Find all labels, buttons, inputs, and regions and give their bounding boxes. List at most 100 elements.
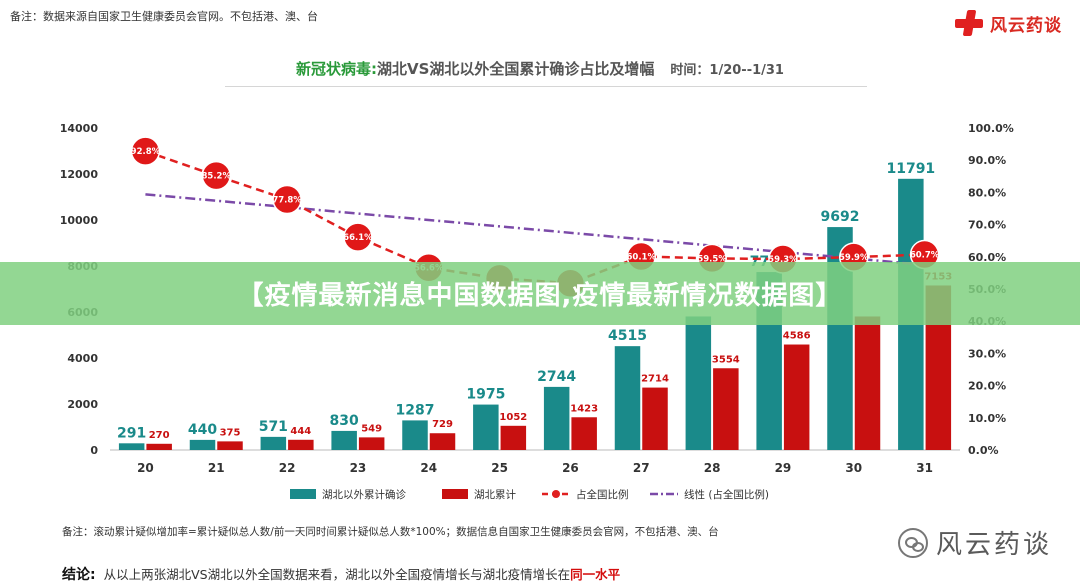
ratio-label: 66.1% — [343, 233, 373, 243]
y-left-tick-label: 2000 — [67, 398, 98, 411]
bar-outside-hubei — [614, 346, 641, 450]
bar-hubei — [854, 316, 881, 450]
watermark-text: 风云药谈 — [935, 530, 1052, 560]
legend-label-outside-hubei: 湖北以外累计确诊 — [322, 488, 406, 501]
trend-line — [145, 193, 925, 267]
bar-outside-hubei — [543, 386, 570, 450]
bar-hubei — [146, 443, 172, 450]
ratio-label: 59.9% — [839, 253, 869, 263]
title-divider — [225, 86, 867, 87]
x-tick-label: 26 — [562, 461, 579, 475]
source-note: 备注：数据来源自国家卫生健康委员会官网。不包括港、澳、台 — [10, 10, 318, 23]
x-tick-label: 25 — [491, 461, 508, 475]
x-tick-label: 22 — [279, 461, 296, 475]
bar-hubei — [288, 439, 314, 450]
ratio-label: 92.8% — [131, 147, 161, 157]
x-tick-label: 28 — [704, 461, 721, 475]
footnote: 备注：滚动累计疑似增加率=累计疑似总人数/前一天同时间累计疑似总人数*100%；… — [62, 526, 719, 538]
bar-outside-hubei — [118, 443, 145, 450]
bar-outside-hubei — [260, 436, 287, 450]
legend-swatch-outside-hubei — [290, 489, 316, 499]
y-left-tick-label: 0 — [90, 444, 98, 457]
bar-outside-hubei-label: 2744 — [537, 369, 576, 385]
bar-hubei-label: 729 — [432, 419, 453, 430]
bar-hubei — [642, 387, 668, 450]
red-cross-icon — [954, 8, 984, 38]
banner-text: 【疫情最新消息中国数据图,疫情最新情况数据图】 — [237, 281, 843, 311]
y-left-tick-label: 14000 — [60, 122, 99, 135]
chart-canvas: 020004000600080001000012000140000.0%10.0… — [60, 122, 1014, 501]
x-tick-label: 31 — [916, 461, 933, 475]
x-tick-label: 20 — [137, 461, 154, 475]
bar-hubei — [571, 417, 597, 450]
bar-hubei-label: 4586 — [783, 331, 811, 342]
bar-outside-hubei-label: 4515 — [608, 328, 647, 344]
bar-hubei — [713, 368, 739, 450]
legend-label-trend: 线性 (占全国比例) — [684, 488, 769, 501]
y-right-tick-label: 30.0% — [968, 347, 1006, 360]
bar-outside-hubei-label: 440 — [188, 422, 217, 438]
bar-hubei-label: 3554 — [712, 354, 740, 365]
ratio-label: 60.7% — [910, 251, 940, 261]
bar-outside-hubei-label: 9692 — [821, 209, 860, 225]
conclusion-text: 从以上两张湖北VS湖北以外全国数据来看，湖北以外全国疫情增长与湖北疫情增长在 — [103, 567, 571, 582]
ratio-marker — [201, 160, 231, 191]
legend-swatch-hubei — [442, 489, 468, 499]
y-right-tick-label: 80.0% — [968, 186, 1006, 199]
chart-title: 新冠状病毒:湖北VS湖北以外全国累计确诊占比及增幅 时间：1/20--1/31 — [0, 58, 1080, 79]
bar-hubei-label: 2714 — [641, 374, 669, 385]
bar-hubei — [783, 344, 810, 450]
bar-outside-hubei-label: 1975 — [466, 387, 505, 403]
bar-outside-hubei-label: 571 — [259, 419, 288, 435]
brand-logo: 风云药谈 — [954, 8, 1062, 38]
ratio-marker — [343, 222, 373, 252]
bar-outside-hubei — [402, 420, 428, 450]
legend-marker-ratio — [552, 490, 560, 498]
wechat-icon — [897, 527, 928, 558]
conclusion: 结论: 从以上两张湖北VS湖北以外全国数据来看，湖北以外全国疫情增长与湖北疫情增长… — [62, 564, 620, 584]
conclusion-highlight: 同一水平 — [570, 567, 621, 582]
x-tick-label: 27 — [633, 461, 650, 475]
bar-hubei — [358, 437, 385, 450]
y-right-tick-label: 10.0% — [968, 412, 1006, 425]
bar-hubei-label: 1052 — [499, 412, 527, 423]
bar-hubei — [500, 425, 527, 450]
bar-hubei-label: 270 — [149, 430, 170, 441]
y-right-tick-label: 70.0% — [968, 219, 1006, 232]
bar-outside-hubei-label: 1287 — [396, 402, 435, 418]
bar-outside-hubei — [331, 430, 357, 450]
bar-hubei-label: 1423 — [570, 403, 598, 414]
bar-hubei — [217, 441, 243, 450]
x-tick-label: 24 — [420, 461, 437, 475]
chart-title-prefix: 新冠状病毒: — [296, 60, 377, 78]
x-tick-label: 30 — [845, 461, 862, 475]
bar-outside-hubei-label: 830 — [330, 413, 359, 429]
ratio-label: 60.1% — [627, 252, 657, 262]
wechat-watermark: 风云药谈 — [897, 524, 1052, 561]
bar-outside-hubei — [685, 316, 712, 450]
x-tick-label: 29 — [775, 461, 792, 475]
x-tick-label: 21 — [208, 461, 225, 475]
ratio-label: 77.8% — [272, 195, 302, 205]
y-left-tick-label: 10000 — [60, 214, 99, 227]
brand-name: 风云药谈 — [990, 15, 1062, 36]
y-left-tick-label: 4000 — [67, 352, 98, 365]
chart-time-range: 时间：1/20--1/31 — [670, 63, 784, 78]
y-right-tick-label: 20.0% — [968, 380, 1006, 393]
bar-outside-hubei — [189, 439, 216, 450]
bar-hubei-label: 444 — [290, 426, 311, 437]
y-right-tick-label: 100.0% — [968, 122, 1014, 135]
legend-label-ratio: 占全国比例 — [576, 488, 629, 501]
ratio-label: 59.3% — [768, 255, 798, 265]
conclusion-label: 结论: — [62, 567, 96, 583]
bar-outside-hubei-label: 11791 — [886, 161, 935, 177]
overlay-banner: 【疫情最新消息中国数据图,疫情最新情况数据图】 — [0, 262, 1080, 325]
y-left-tick-label: 12000 — [60, 168, 99, 181]
ratio-marker — [130, 136, 161, 166]
y-right-tick-label: 60.0% — [968, 251, 1006, 264]
ratio-label: 85.2% — [202, 172, 232, 182]
chart-title-main: 湖北VS湖北以外全国累计确诊占比及增幅 — [377, 60, 655, 78]
ratio-marker — [272, 184, 302, 215]
bar-hubei-label: 549 — [361, 423, 382, 434]
bar-outside-hubei — [473, 404, 499, 450]
